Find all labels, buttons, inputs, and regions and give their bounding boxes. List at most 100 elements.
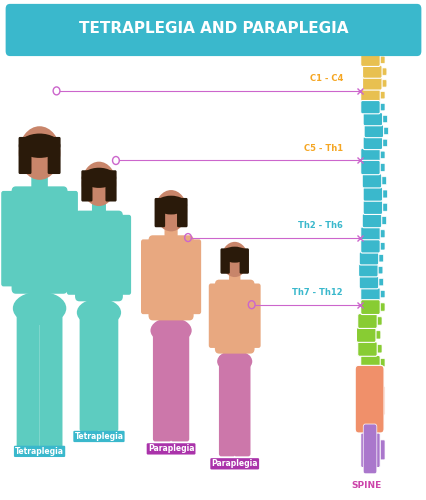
FancyBboxPatch shape — [371, 317, 381, 325]
FancyBboxPatch shape — [233, 356, 250, 456]
Text: Tetraplegia: Tetraplegia — [15, 447, 64, 456]
FancyBboxPatch shape — [377, 204, 386, 211]
Ellipse shape — [217, 350, 252, 372]
Text: Tetraplegia: Tetraplegia — [74, 432, 123, 441]
FancyBboxPatch shape — [148, 236, 193, 320]
Ellipse shape — [81, 168, 116, 188]
FancyBboxPatch shape — [59, 191, 78, 286]
Text: Th7 - Th12: Th7 - Th12 — [291, 288, 342, 297]
FancyBboxPatch shape — [79, 306, 99, 432]
FancyBboxPatch shape — [377, 116, 386, 122]
FancyBboxPatch shape — [48, 137, 60, 174]
FancyBboxPatch shape — [247, 284, 260, 348]
FancyBboxPatch shape — [362, 65, 381, 78]
FancyBboxPatch shape — [220, 248, 229, 274]
FancyBboxPatch shape — [141, 240, 156, 314]
FancyBboxPatch shape — [360, 226, 379, 241]
FancyBboxPatch shape — [363, 424, 376, 474]
FancyBboxPatch shape — [92, 203, 106, 216]
FancyBboxPatch shape — [360, 160, 379, 174]
FancyBboxPatch shape — [361, 174, 381, 188]
Ellipse shape — [77, 298, 121, 326]
FancyBboxPatch shape — [360, 288, 379, 301]
FancyBboxPatch shape — [358, 276, 378, 289]
Ellipse shape — [19, 134, 60, 158]
FancyBboxPatch shape — [374, 56, 384, 64]
FancyBboxPatch shape — [373, 254, 383, 262]
FancyBboxPatch shape — [362, 136, 382, 149]
FancyBboxPatch shape — [12, 186, 67, 294]
FancyBboxPatch shape — [374, 92, 384, 99]
FancyBboxPatch shape — [363, 124, 383, 138]
FancyBboxPatch shape — [376, 176, 386, 184]
FancyBboxPatch shape — [40, 300, 62, 452]
FancyBboxPatch shape — [361, 214, 381, 228]
Text: SPINE: SPINE — [350, 481, 380, 490]
Ellipse shape — [221, 246, 248, 262]
FancyBboxPatch shape — [371, 344, 381, 353]
Ellipse shape — [221, 242, 248, 277]
FancyBboxPatch shape — [17, 300, 40, 452]
FancyBboxPatch shape — [376, 80, 386, 87]
FancyBboxPatch shape — [374, 104, 384, 111]
FancyBboxPatch shape — [358, 252, 378, 265]
FancyBboxPatch shape — [360, 100, 379, 114]
FancyBboxPatch shape — [105, 170, 116, 202]
FancyBboxPatch shape — [360, 376, 379, 426]
FancyBboxPatch shape — [377, 139, 386, 146]
FancyBboxPatch shape — [360, 432, 379, 468]
FancyBboxPatch shape — [185, 240, 201, 314]
Text: Paraplegia: Paraplegia — [147, 444, 194, 454]
FancyBboxPatch shape — [170, 324, 189, 442]
FancyBboxPatch shape — [177, 198, 187, 227]
FancyBboxPatch shape — [115, 215, 131, 295]
FancyBboxPatch shape — [360, 356, 379, 370]
FancyBboxPatch shape — [354, 366, 383, 433]
FancyBboxPatch shape — [376, 68, 386, 76]
Text: Adobe Stock: Adobe Stock — [5, 220, 15, 280]
FancyBboxPatch shape — [378, 128, 388, 134]
FancyBboxPatch shape — [66, 215, 83, 295]
FancyBboxPatch shape — [208, 284, 222, 348]
Ellipse shape — [81, 162, 116, 206]
FancyBboxPatch shape — [81, 170, 92, 202]
FancyBboxPatch shape — [374, 242, 384, 250]
Text: Th2 - Th6: Th2 - Th6 — [297, 221, 342, 230]
Ellipse shape — [155, 196, 187, 214]
Text: Paraplegia: Paraplegia — [211, 460, 257, 468]
FancyBboxPatch shape — [154, 198, 165, 227]
FancyBboxPatch shape — [98, 306, 118, 432]
FancyBboxPatch shape — [360, 300, 379, 314]
FancyBboxPatch shape — [376, 216, 386, 224]
Ellipse shape — [13, 292, 66, 325]
FancyBboxPatch shape — [164, 228, 177, 241]
FancyBboxPatch shape — [1, 191, 20, 286]
FancyBboxPatch shape — [356, 328, 375, 342]
Ellipse shape — [19, 126, 60, 180]
FancyBboxPatch shape — [360, 54, 379, 66]
FancyBboxPatch shape — [373, 278, 383, 286]
FancyBboxPatch shape — [362, 77, 381, 90]
FancyBboxPatch shape — [374, 303, 384, 311]
Ellipse shape — [155, 190, 187, 232]
FancyBboxPatch shape — [228, 274, 240, 285]
FancyBboxPatch shape — [374, 164, 384, 172]
FancyBboxPatch shape — [362, 112, 382, 126]
FancyBboxPatch shape — [360, 240, 379, 253]
FancyBboxPatch shape — [374, 440, 384, 460]
FancyBboxPatch shape — [219, 356, 235, 456]
FancyBboxPatch shape — [374, 290, 384, 298]
FancyBboxPatch shape — [374, 358, 384, 367]
Text: C5 - Th1: C5 - Th1 — [303, 144, 342, 153]
FancyBboxPatch shape — [358, 264, 377, 277]
FancyBboxPatch shape — [362, 200, 382, 214]
FancyBboxPatch shape — [370, 330, 380, 339]
FancyBboxPatch shape — [372, 266, 382, 274]
FancyBboxPatch shape — [357, 342, 376, 356]
FancyBboxPatch shape — [374, 230, 384, 237]
FancyBboxPatch shape — [18, 137, 32, 174]
Text: TETRAPLEGIA AND PARAPLEGIA: TETRAPLEGIA AND PARAPLEGIA — [78, 21, 348, 36]
FancyBboxPatch shape — [153, 324, 171, 442]
FancyBboxPatch shape — [31, 176, 48, 192]
FancyBboxPatch shape — [239, 248, 248, 274]
